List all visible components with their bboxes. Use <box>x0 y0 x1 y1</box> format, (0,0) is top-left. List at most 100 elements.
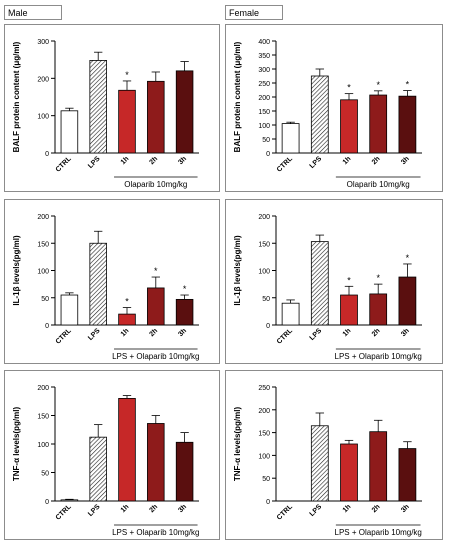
bar <box>60 499 79 502</box>
group-label: LPS + Olaparib 10mg/kg <box>335 352 422 361</box>
panel-male-il1b: IL-1β levels(pg/ml) 0 50 100 150 200 CTRL LPS * 1… <box>4 199 220 364</box>
x-tick-label: LPS <box>309 327 324 342</box>
group-label: Olaparib 10mg/kg <box>347 180 410 189</box>
significance-mark: * <box>125 70 129 80</box>
y-axis-label: BALF protein content (μg/ml) <box>12 41 21 152</box>
bar <box>147 423 165 502</box>
chart-male-balf: BALF protein content (μg/ml) 0 100 200 300 CT… <box>12 39 199 189</box>
y-tick-label: 100 <box>258 123 270 130</box>
y-tick-label: 50 <box>41 296 49 303</box>
significance-mark: * <box>125 297 129 307</box>
x-tick-label: 1h <box>342 503 353 514</box>
x-tick-label: 1h <box>342 327 353 338</box>
x-tick-label: 2h <box>148 327 159 338</box>
y-axis-label: TNF-α levels(pg/ml) <box>233 407 242 482</box>
y-tick-label: 0 <box>266 151 270 158</box>
x-tick-label: 2h <box>371 503 382 514</box>
y-tick-label: 300 <box>258 67 270 74</box>
bar <box>60 294 79 326</box>
bar <box>398 95 417 154</box>
x-tick-label: 3h <box>400 327 411 338</box>
male-label: Male <box>4 5 62 20</box>
y-axis-label: IL-1β levels(pg/ml) <box>233 235 242 306</box>
y-tick-label: 150 <box>37 241 49 248</box>
y-tick-label: 200 <box>258 408 270 415</box>
female-label: Female <box>225 5 283 20</box>
bar <box>398 276 417 326</box>
bar <box>310 75 329 154</box>
y-tick-label: 200 <box>37 385 49 392</box>
y-tick-label: 100 <box>258 269 270 276</box>
y-tick-label: 200 <box>258 214 270 221</box>
y-tick-label: 250 <box>258 81 270 88</box>
y-tick-label: 0 <box>45 151 49 158</box>
x-tick-label: 2h <box>371 155 382 166</box>
y-tick-label: 100 <box>37 269 49 276</box>
group-label: LPS + Olaparib 10mg/kg <box>112 352 199 361</box>
bar <box>175 298 194 326</box>
y-tick-label: 50 <box>262 476 270 483</box>
x-tick-label: LPS <box>87 155 102 170</box>
x-tick-label: 3h <box>177 155 188 166</box>
significance-mark: * <box>154 266 158 276</box>
bar <box>310 425 329 502</box>
y-tick-label: 300 <box>37 39 49 46</box>
y-tick-label: 350 <box>258 53 270 60</box>
x-tick-label: 2h <box>148 155 159 166</box>
y-tick-label: 50 <box>262 137 270 144</box>
x-tick-label: CTRL <box>55 503 74 522</box>
bar <box>118 89 136 154</box>
bar <box>60 110 79 154</box>
x-tick-label: LPS <box>309 503 324 518</box>
y-tick-label: 100 <box>37 442 49 449</box>
y-tick-label: 150 <box>258 431 270 438</box>
x-tick-label: 3h <box>400 155 411 166</box>
x-tick-label: 2h <box>148 503 159 514</box>
x-tick-label: 1h <box>120 503 131 514</box>
x-tick-label: 2h <box>371 327 382 338</box>
bar <box>369 94 388 154</box>
x-tick-label: LPS <box>87 327 102 342</box>
bar <box>369 293 388 326</box>
significance-mark: * <box>376 273 380 283</box>
y-tick-label: 150 <box>258 241 270 248</box>
x-tick-label: CTRL <box>276 503 295 522</box>
bar <box>89 436 107 502</box>
bar <box>175 441 194 502</box>
bar <box>118 313 136 326</box>
chart-male-tnf: TNF-α levels(pg/ml) 0 50 100 150 200 CTRL LPS 1h… <box>12 385 199 537</box>
x-tick-label: CTRL <box>55 327 74 346</box>
x-tick-label: LPS <box>87 503 102 518</box>
bar <box>147 80 165 154</box>
bar <box>281 302 300 326</box>
x-tick-label: 1h <box>342 155 353 166</box>
significance-mark: * <box>347 83 351 93</box>
y-tick-label: 200 <box>258 95 270 102</box>
group-label: LPS + Olaparib 10mg/kg <box>112 528 199 537</box>
group-label: LPS + Olaparib 10mg/kg <box>335 528 422 537</box>
chart-female-il1b: IL-1β levels(pg/ml) 0 50 100 150 200 CTRL LPS * 1… <box>233 214 422 361</box>
panel-male-tnf: TNF-α levels(pg/ml) 0 50 100 150 200 CTRL LPS 1h… <box>4 370 220 540</box>
y-tick-label: 250 <box>258 385 270 392</box>
bar <box>398 448 417 502</box>
y-tick-label: 50 <box>41 471 49 478</box>
y-tick-label: 100 <box>258 453 270 460</box>
group-label: Olaparib 10mg/kg <box>124 180 187 189</box>
y-tick-label: 200 <box>37 214 49 221</box>
y-tick-label: 0 <box>45 499 49 506</box>
y-tick-label: 100 <box>37 114 49 121</box>
significance-mark: * <box>406 253 410 263</box>
y-tick-label: 50 <box>262 296 270 303</box>
x-tick-label: 3h <box>177 503 188 514</box>
bar <box>369 431 388 502</box>
y-axis-label: TNF-α levels(pg/ml) <box>12 407 21 482</box>
panel-female-tnf: TNF-α levels(pg/ml) 0 50 100 150 200 250 CTRL LP… <box>225 370 443 540</box>
bar <box>89 242 107 326</box>
y-tick-label: 400 <box>258 39 270 46</box>
significance-mark: * <box>406 80 410 90</box>
bar <box>340 443 358 502</box>
x-tick-label: 3h <box>400 503 411 514</box>
chart-male-il1b: IL-1β levels(pg/ml) 0 50 100 150 200 CTRL LPS * 1… <box>12 214 199 361</box>
x-tick-label: 3h <box>177 327 188 338</box>
x-tick-label: CTRL <box>276 155 295 174</box>
